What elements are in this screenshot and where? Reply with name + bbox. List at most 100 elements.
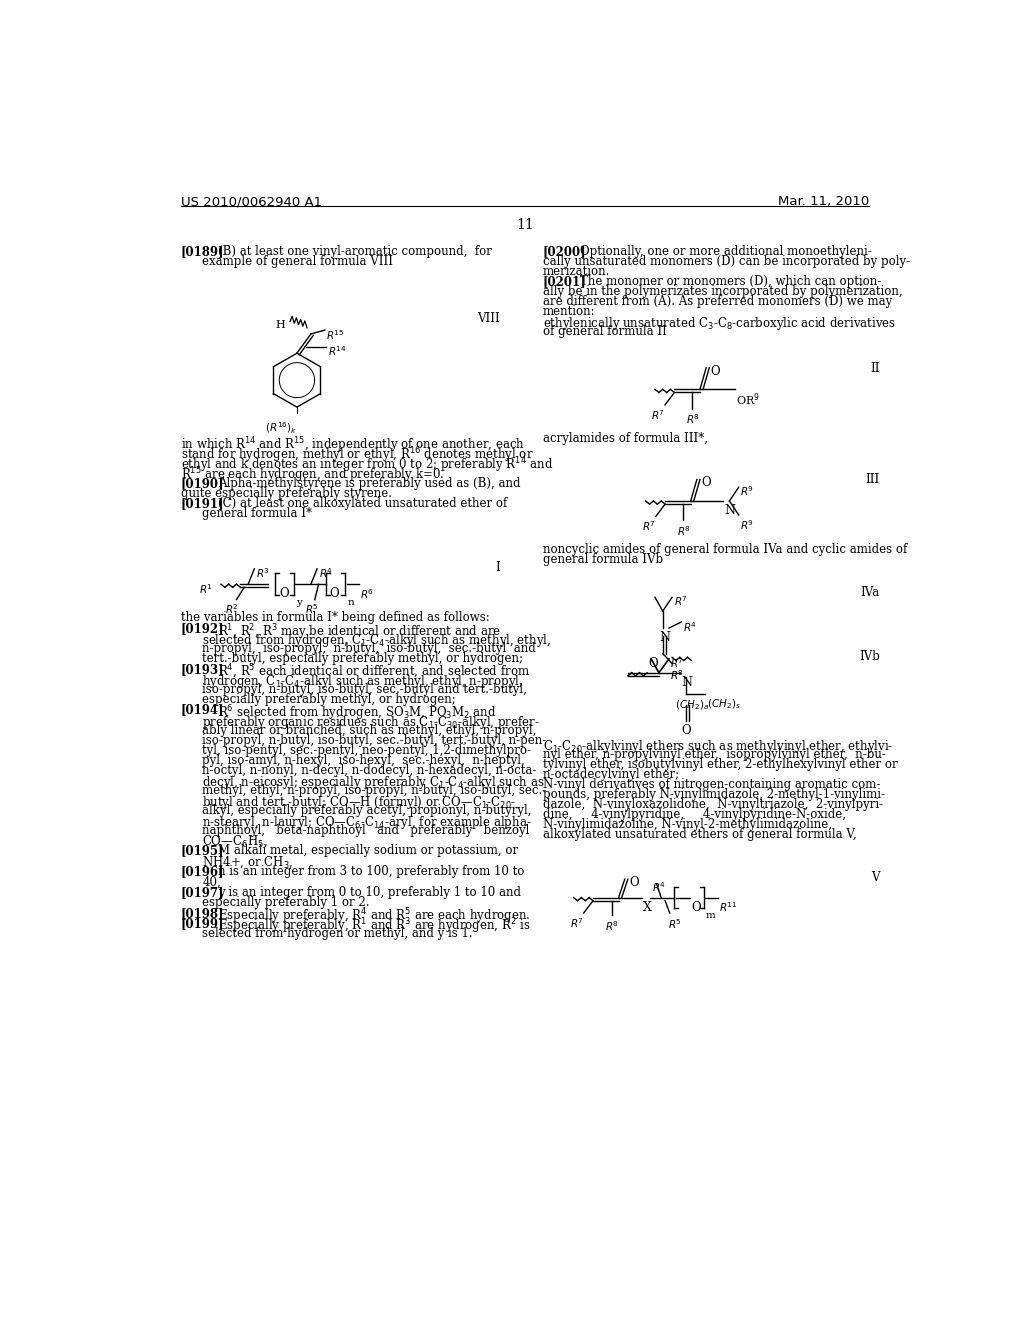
Text: y is an integer from 0 to 10, preferably 1 to 10 and: y is an integer from 0 to 10, preferably… [218,886,521,899]
Text: H: H [275,321,286,330]
Text: hydrogen, C$_1$-C$_4$-alkyl such as methyl, ethyl, n-propyl,: hydrogen, C$_1$-C$_4$-alkyl such as meth… [203,673,523,690]
Text: $R^8$: $R^8$ [671,668,685,682]
Text: of general formula II: of general formula II [543,326,667,338]
Text: iso-propyl, n-butyl, iso-butyl, sec.-butyl and tert.-butyl,: iso-propyl, n-butyl, iso-butyl, sec.-but… [203,682,527,696]
Text: $R^7$: $R^7$ [569,916,584,929]
Text: $R^2$: $R^2$ [225,603,239,616]
Text: $R^7$: $R^7$ [651,408,666,421]
Text: $R^3$: $R^3$ [256,566,270,579]
Text: $R^8$: $R^8$ [686,412,700,426]
Text: N: N [659,631,671,644]
Text: II: II [870,363,880,375]
Text: butyl and tert.-butyl; CO—H (formyl) or CO—C$_1$-C$_{20}$-: butyl and tert.-butyl; CO—H (formyl) or … [203,793,516,810]
Text: n is an integer from 3 to 100, preferably from 10 to: n is an integer from 3 to 100, preferabl… [218,866,524,878]
Text: $R^9$: $R^9$ [740,484,755,498]
Text: [0196]: [0196] [180,866,224,878]
Text: N-vinylimidazoline, N-vinyl-2-methylimidazoline,: N-vinylimidazoline, N-vinyl-2-methylimid… [543,818,831,832]
Text: $R^{15}$: $R^{15}$ [327,329,345,342]
Text: tyl, iso-pentyl, sec.-pentyl, neo-pentyl, 1,2-dimethylpro-: tyl, iso-pentyl, sec.-pentyl, neo-pentyl… [203,743,531,756]
Text: the variables in formula I* being defined as follows:: the variables in formula I* being define… [180,611,489,624]
Text: 40,: 40, [203,875,221,888]
Text: $R^8$: $R^8$ [677,524,691,539]
Text: N-vinyl derivatives of nitrogen-containing aromatic com-: N-vinyl derivatives of nitrogen-containi… [543,779,880,791]
Text: mention:: mention: [543,305,595,318]
Text: O: O [280,587,290,601]
Text: ably linear or branched, such as methyl, ethyl, n-propyl,: ably linear or branched, such as methyl,… [203,723,537,737]
Text: [0199]: [0199] [180,917,224,929]
Text: [0191]: [0191] [180,498,224,511]
Text: (B) at least one vinyl-aromatic compound,  for: (B) at least one vinyl-aromatic compound… [218,244,492,257]
Text: dazole,  N-vinyloxazolidone,  N-vinyltriazole,  2-vinylpyri-: dazole, N-vinyloxazolidone, N-vinyltriaz… [543,799,883,812]
Text: in which R$^{14}$ and R$^{15}$, independently of one another, each: in which R$^{14}$ and R$^{15}$, independ… [180,436,524,455]
Text: nyl ether, n-propylvinyl ether,  isopropylvinyl ether,  n-bu-: nyl ether, n-propylvinyl ether, isopropy… [543,748,886,762]
Text: especially preferably 1 or 2.: especially preferably 1 or 2. [203,896,370,909]
Text: $(CH_2)_a$: $(CH_2)_a$ [675,698,710,711]
Text: $R^6$: $R^6$ [360,587,375,601]
Text: acrylamides of formula III*,: acrylamides of formula III*, [543,432,708,445]
Text: O: O [681,725,691,738]
Text: are different from (A). As preferred monomers (D) we may: are different from (A). As preferred mon… [543,296,892,309]
Text: m: m [706,911,715,920]
Text: [0197]: [0197] [180,886,224,899]
Text: stand for hydrogen, methyl or ethyl, R$^{16}$ denotes methyl or: stand for hydrogen, methyl or ethyl, R$^… [180,446,534,465]
Text: pounds, preferably N-vinylimidazole, 2-methyl-1-vinylimi-: pounds, preferably N-vinylimidazole, 2-m… [543,788,885,801]
Text: especially preferably methyl, or hydrogen;: especially preferably methyl, or hydroge… [203,693,456,706]
Text: [0201]: [0201] [543,276,587,289]
Text: general formula I*: general formula I* [203,507,312,520]
Text: X: X [643,900,652,913]
Text: CO—C$_6$H$_5$,: CO—C$_6$H$_5$, [203,834,268,849]
Text: O: O [701,477,711,490]
Text: 11: 11 [516,218,534,232]
Text: O: O [711,364,721,378]
Text: merization.: merization. [543,264,610,277]
Text: N: N [681,676,692,689]
Text: quite especially preferably styrene.: quite especially preferably styrene. [180,487,392,500]
Text: y: y [296,598,302,607]
Text: I: I [496,561,500,574]
Text: $(CH_2)_s$: $(CH_2)_s$ [707,697,740,711]
Text: $R^5$: $R^5$ [669,917,682,931]
Text: example of general formula VIII: example of general formula VIII [203,255,393,268]
Text: methyl, ethyl, n-propyl, iso-propyl, n-butyl, iso-butyl, sec.-: methyl, ethyl, n-propyl, iso-propyl, n-b… [203,784,547,797]
Text: The monomer or monomers (D), which can option-: The monomer or monomers (D), which can o… [580,276,881,289]
Text: pyl, iso-amyl, n-hexyl,  iso-hexyl,  sec.-hexyl,  n-heptyl,: pyl, iso-amyl, n-hexyl, iso-hexyl, sec.-… [203,754,525,767]
Text: [0192]: [0192] [180,622,224,635]
Text: Especially preferably, R$^4$ and R$^5$ are each hydrogen.: Especially preferably, R$^4$ and R$^5$ a… [218,907,530,927]
Text: selected from hydrogen, C$_1$-C$_4$-alkyl such as methyl, ethyl,: selected from hydrogen, C$_1$-C$_4$-alky… [203,632,552,649]
Text: R$^{15}$ are each hydrogen, and preferably k=0.: R$^{15}$ are each hydrogen, and preferab… [180,466,443,486]
Text: Mar. 11, 2010: Mar. 11, 2010 [777,195,869,209]
Text: ethyl and k denotes an integer from 0 to 2; preferably R$^{14}$ and: ethyl and k denotes an integer from 0 to… [180,455,553,475]
Text: V: V [871,871,880,883]
Text: noncyclic amides of general formula IVa and cyclic amides of: noncyclic amides of general formula IVa … [543,544,907,557]
Text: US 2010/0062940 A1: US 2010/0062940 A1 [180,195,322,209]
Text: dine,     4-vinylpyridine,     4-vinylpyridine-N-oxide,: dine, 4-vinylpyridine, 4-vinylpyridine-N… [543,808,846,821]
Text: [0195]: [0195] [180,845,224,858]
Text: [0190]: [0190] [180,478,224,490]
Text: O: O [649,657,658,671]
Text: $R^8$: $R^8$ [604,919,618,933]
Text: [0198]: [0198] [180,907,224,920]
Text: n-propyl,  iso-propyl,  n-butyl,  iso-butyl,  sec.-butyl  and: n-propyl, iso-propyl, n-butyl, iso-butyl… [203,642,537,655]
Text: n: n [347,598,354,607]
Text: $R^7$: $R^7$ [674,594,687,609]
Text: NH4+, or CH$_3$,: NH4+, or CH$_3$, [203,854,294,870]
Text: $R^7$: $R^7$ [642,520,655,533]
Text: O: O [330,587,339,601]
Text: n-stearyl, n-lauryl; CO—C$_6$-C$_{14}$-aryl, for example alpha-: n-stearyl, n-lauryl; CO—C$_6$-C$_{14}$-a… [203,813,531,830]
Text: decyl, n-eicosyl; especially preferably C$_1$-C$_4$-alkyl such as: decyl, n-eicosyl; especially preferably … [203,774,545,791]
Text: Especially preferably, R$^1$ and R$^3$ are hydrogen, R$^2$ is: Especially preferably, R$^1$ and R$^3$ a… [218,917,530,936]
Text: cally unsaturated monomers (D) can be incorporated by poly-: cally unsaturated monomers (D) can be in… [543,255,909,268]
Text: $R^4$: $R^4$ [683,620,697,634]
Text: ally be in the polymerizates incorporated by polymerization,: ally be in the polymerizates incorporate… [543,285,902,298]
Text: selected from hydrogen or methyl, and y is 1.: selected from hydrogen or methyl, and y … [203,927,473,940]
Text: alkyl, especially preferably acetyl, propionyl, n-butyryl,: alkyl, especially preferably acetyl, pro… [203,804,531,817]
Text: III: III [865,474,880,486]
Text: alkoxylated unsaturated ethers of general formula V,: alkoxylated unsaturated ethers of genera… [543,829,856,841]
Text: $R^4$: $R^4$ [318,566,333,579]
Text: tert.-butyl, especially preferably methyl, or hydrogen;: tert.-butyl, especially preferably methy… [203,652,523,665]
Text: M alkali metal, especially sodium or potassium, or: M alkali metal, especially sodium or pot… [218,845,518,858]
Text: n-octadecylvinyl ether;: n-octadecylvinyl ether; [543,768,679,781]
Text: [0193]: [0193] [180,663,224,676]
Text: [0200]: [0200] [543,244,587,257]
Text: IVa: IVa [860,586,880,599]
